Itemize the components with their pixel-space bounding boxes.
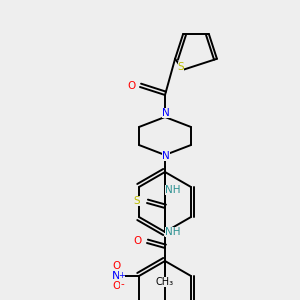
Text: NH: NH [165, 185, 181, 195]
Text: N: N [112, 271, 120, 281]
Text: O: O [128, 81, 136, 91]
Text: O: O [133, 236, 141, 246]
Text: N: N [162, 151, 170, 161]
Text: CH₃: CH₃ [156, 277, 174, 287]
Text: NH: NH [165, 227, 181, 237]
Text: O: O [112, 281, 120, 291]
Text: -: - [120, 279, 124, 289]
Text: S: S [134, 196, 140, 206]
Text: O: O [112, 261, 120, 271]
Text: S: S [178, 62, 184, 72]
Text: N: N [162, 108, 170, 118]
Text: +: + [118, 271, 125, 280]
